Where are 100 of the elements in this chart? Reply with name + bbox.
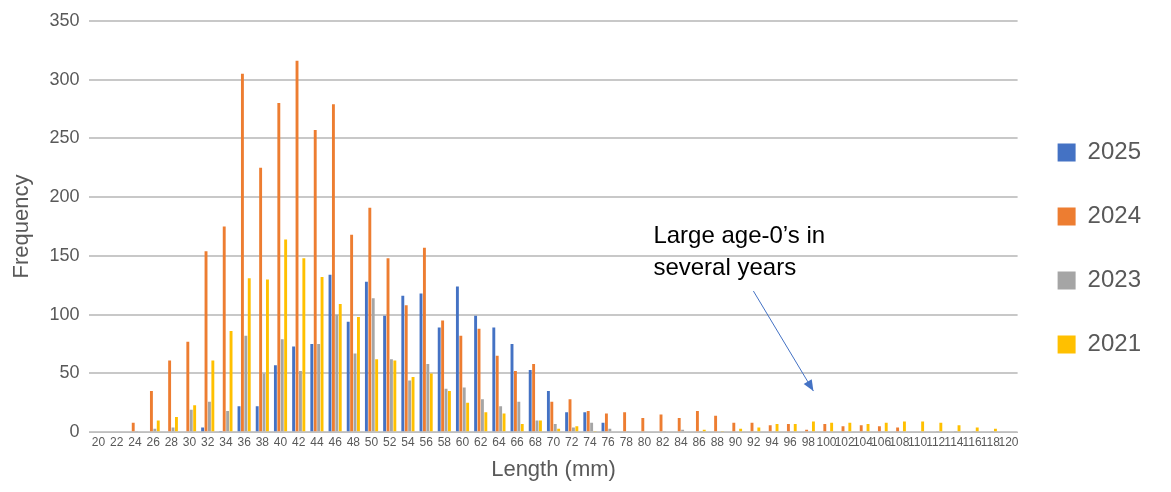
bar [459,335,463,432]
bar [441,320,445,432]
bar [313,130,317,432]
x-tick-label: 88 [710,434,725,449]
bar [175,416,178,432]
x-tick-label: 64 [492,434,506,449]
x-tick-label: 76 [601,434,616,449]
bar [226,411,230,432]
x-tick-label: 30 [182,434,197,449]
x-tick-label: 54 [401,434,415,449]
legend-label: 2021 [1087,329,1141,357]
bar [532,364,536,432]
bar [404,305,408,432]
bar [528,369,532,432]
bar [732,422,736,432]
bar [641,418,645,432]
bar [317,344,321,432]
bar [368,207,372,432]
y-tick-label: 100 [49,303,80,324]
bar [921,421,925,432]
x-tick-label: 56 [419,434,434,449]
x-tick-label: 34 [219,434,233,449]
bar [426,364,430,432]
bar [244,335,248,432]
bar [247,278,251,432]
y-tick-label: 50 [59,362,80,383]
bar [714,415,718,432]
bar [553,423,557,432]
bar [492,327,496,432]
x-tick-label: 86 [692,434,707,449]
bar [346,321,350,432]
x-axis-title: Length (mm) [491,455,616,481]
x-tick-label: 82 [656,434,670,449]
x-tick-label: 80 [637,434,652,449]
x-tick-label: 22 [110,434,124,449]
bar [571,427,575,432]
x-tick-label: 118 [980,434,1001,449]
bar [211,360,215,432]
bar [786,423,790,432]
bar [590,422,594,432]
x-tick-label: 32 [201,434,215,449]
x-tick-label: 100 [816,434,837,449]
bar [877,426,881,432]
x-tick-label: 36 [237,434,252,449]
bar [266,279,269,432]
bar [517,401,521,432]
bar [513,371,517,432]
bar [884,422,888,432]
bar [302,258,306,432]
bar [902,421,906,432]
bar [350,234,354,432]
bar [255,406,259,432]
bar [280,339,284,432]
bar [156,420,160,432]
x-tick-label: 74 [583,434,597,449]
x-tick-label: 38 [255,434,270,449]
bar [193,405,197,432]
bar [695,411,699,432]
bar [189,409,193,432]
bar [222,226,226,432]
bar [550,401,554,432]
bar [338,304,342,432]
bar [499,406,503,432]
bar [604,413,608,432]
bar [168,360,172,432]
bar [474,315,478,432]
x-tick-label: 62 [474,434,488,449]
legend-label: 2023 [1087,265,1141,293]
y-axis-title: Frequency [8,174,34,279]
bar [408,380,412,432]
bar [356,317,360,432]
x-tick-label: 46 [328,434,343,449]
bar [480,399,484,432]
bar [429,373,433,432]
y-tick-label: 200 [49,186,80,207]
y-tick-label: 150 [49,244,80,265]
x-tick-label: 28 [164,434,179,449]
bar [259,167,263,432]
bar [240,73,244,432]
x-tick-label: 84 [674,434,688,449]
x-tick-label: 70 [546,434,561,449]
bar [623,412,627,432]
bar [565,412,569,432]
x-tick-label: 112 [926,434,946,449]
bar [484,412,488,432]
x-tick-label: 72 [565,434,579,449]
x-tick-label: 96 [783,434,798,449]
bar [207,401,211,432]
x-tick-label: 20 [91,434,106,449]
bar [975,427,979,432]
bar [462,387,466,432]
bar [335,314,339,432]
x-tick-label: 58 [437,434,452,449]
bar [455,286,459,432]
bar [859,425,863,432]
x-tick-label: 98 [801,434,816,449]
y-tick-label: 0 [69,421,80,442]
x-tick-label: 108 [889,434,910,449]
x-tick-label: 92 [747,434,761,449]
bar [495,355,499,432]
